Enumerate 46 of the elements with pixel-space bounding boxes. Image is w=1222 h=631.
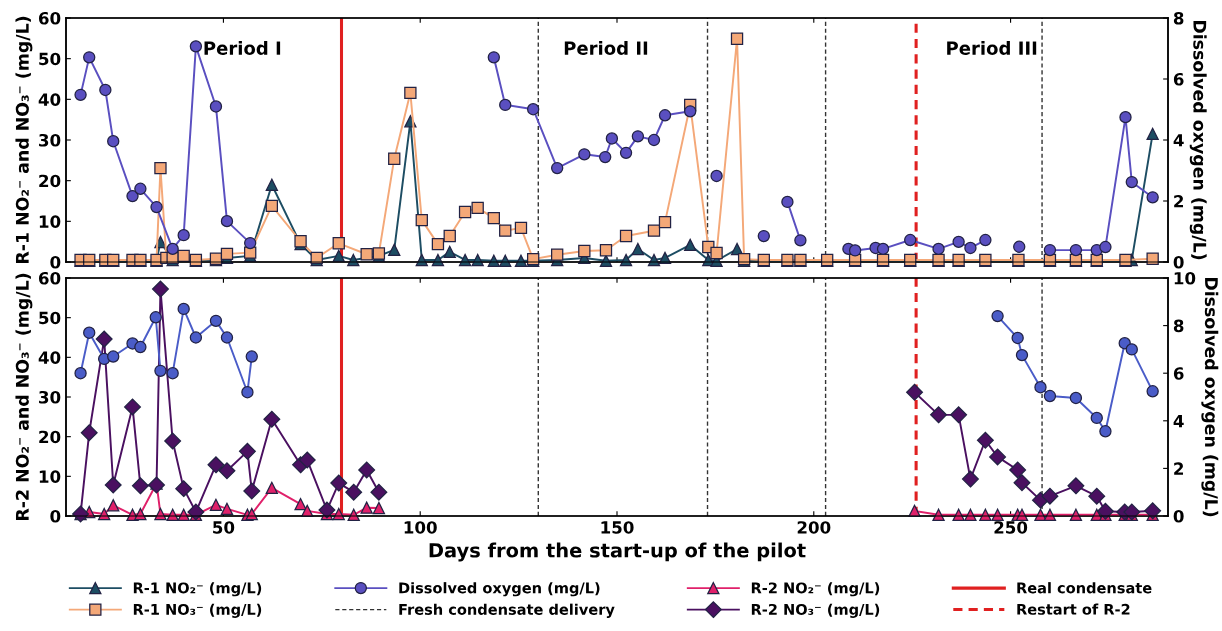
y-tick-label: 40: [38, 351, 61, 364]
legend-label: R-2 NO₃⁻ (mg/L): [751, 603, 880, 618]
y-tick-label: 20: [39, 174, 61, 188]
legend-label: Fresh condensate delivery: [399, 603, 615, 618]
x-tick-label: 100: [404, 521, 437, 534]
y-tick-label: 60: [38, 271, 61, 285]
y-tick-label: 20: [39, 430, 61, 444]
y2-tick-label: 2: [1174, 194, 1184, 208]
y2-tick-label: 0: [1173, 509, 1184, 523]
y2-tick-label: 4: [1173, 134, 1184, 147]
y-tick-label: 10: [39, 470, 61, 483]
y2-tick-label: 6: [1173, 367, 1184, 380]
y2-tick-label: 8: [1173, 319, 1184, 333]
y2-tick-label: 10: [1174, 271, 1196, 285]
x-axis-title: Days from the start-up of the pilot: [429, 542, 806, 562]
legend-label: Dissolved oxygen (mg/L): [399, 582, 600, 597]
y-tick-label: 0: [50, 255, 61, 269]
y-tick-label: 30: [39, 133, 61, 147]
y2-axis-title: Dissolved oxygen (mg/L): [1201, 277, 1219, 517]
y-axis-title: R-2 NO₂⁻ and NO₃⁻ (mg/L): [15, 273, 33, 521]
y-tick-label: 30: [39, 390, 61, 404]
y2-tick-label: 8: [1173, 11, 1184, 25]
y-tick-label: 10: [39, 215, 61, 228]
legend-label: Real condensate: [1017, 582, 1152, 594]
legend-label: Restart of R-2: [1017, 603, 1130, 615]
annotation: Period II: [564, 40, 648, 55]
y-axis-title: R-1 NO₂⁻ and NO₃⁻ (mg/L): [15, 16, 33, 264]
x-tick-label: 200: [797, 521, 831, 534]
y-tick-label: 0: [50, 509, 61, 523]
y-tick-label: 60: [38, 11, 61, 25]
legend-label: R-1 NO₂⁻ (mg/L): [133, 582, 262, 597]
y-tick-label: 40: [38, 93, 61, 106]
y2-tick-label: 0: [1173, 255, 1184, 269]
y-tick-label: 50: [39, 52, 61, 66]
annotation: Period I: [204, 40, 281, 55]
y-tick-label: 50: [39, 311, 61, 325]
annotation: Period III: [947, 40, 1037, 55]
y2-axis-title: Dissolved oxygen (mg/L): [1189, 20, 1207, 260]
x-tick-label: 150: [601, 521, 634, 534]
x-tick-label: 250: [994, 521, 1028, 534]
x-tick-label: 50: [213, 521, 235, 534]
y2-tick-label: 6: [1173, 72, 1184, 86]
y2-tick-label: 2: [1174, 462, 1184, 475]
legend-label: R-1 NO₃⁻ (mg/L): [133, 603, 262, 618]
y2-tick-label: 4: [1173, 414, 1184, 428]
legend-label: R-2 NO₂⁻ (mg/L): [751, 582, 880, 597]
